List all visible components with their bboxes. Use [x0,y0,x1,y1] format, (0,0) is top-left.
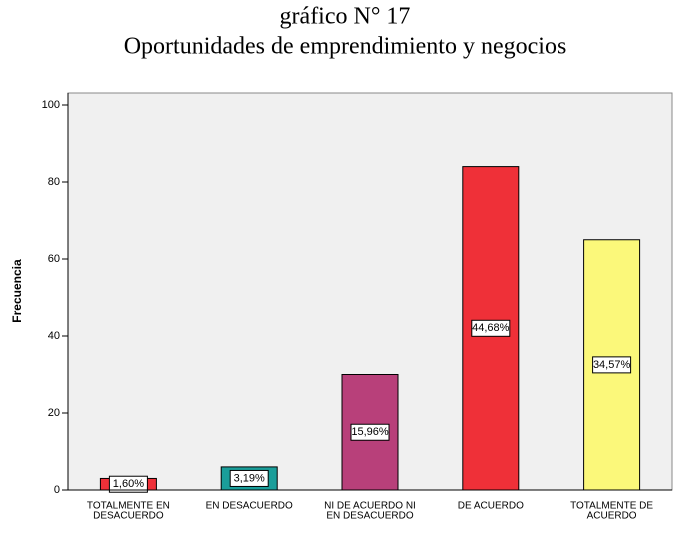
annotation-box [471,319,511,337]
x-tick-label: NI DE ACUERDO NI [324,501,416,512]
annotation: 44,68% [472,322,510,334]
y-tick-label: 80 [48,176,60,188]
x-tick-label: EN DESACUERDO [326,511,413,522]
y-tick-label: 40 [48,330,60,342]
y-tick-label: 60 [48,253,60,265]
chart-subtitle: Oportunidades de emprendimiento y negoci… [124,34,567,60]
annotation: 15,96% [351,426,389,438]
x-tick-label: DE ACUERDO [458,501,524,512]
annotation: 3,19% [234,472,265,484]
x-tick-label: TOTALMENTE DE [570,501,653,512]
chart-title: gráfico N° 17 [280,4,411,30]
y-tick-label: 100 [42,99,60,111]
annotation: 1,60% [113,478,144,490]
annotation-box [108,475,148,493]
y-axis-label: Frecuencia [10,259,24,323]
x-tick-label: DESACUERDO [93,511,164,522]
annotation-box [350,423,390,441]
y-tick-label: 0 [54,484,60,496]
annotation-box [229,469,269,487]
annotation-box [592,356,632,374]
annotation: 34,57% [593,359,631,371]
x-tick-label: ACUERDO [587,511,637,522]
y-tick-label: 20 [48,407,60,419]
x-tick-label: TOTALMENTE EN [87,501,170,512]
x-tick-label: EN DESACUERDO [206,501,293,512]
